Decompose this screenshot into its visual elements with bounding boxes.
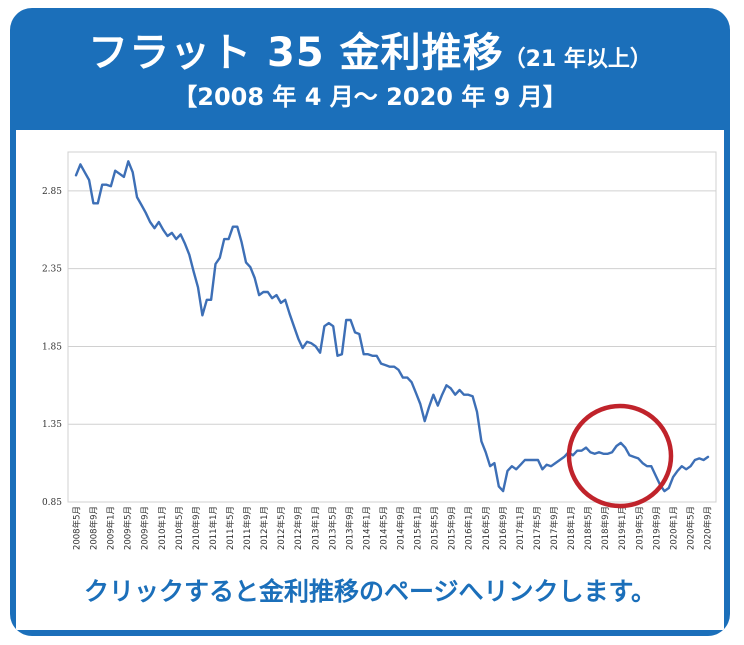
y-tick-label: 0.85 [42,498,62,508]
x-tick-label: 2012年9月 [293,506,304,550]
x-tick-label: 2008年9月 [89,506,100,550]
x-tick-label: 2010年5月 [174,506,185,550]
y-tick-label: 1.85 [42,342,62,352]
title-main: フラット 35 金利推移 [88,30,504,76]
x-tick-label: 2018年9月 [600,506,611,550]
x-tick-label: 2013年5月 [327,506,338,550]
chart-panel: 0.85 1.35 1.85 2.35 2.85 2008年5月 2008年9月 2009年1… [16,130,724,630]
x-tick-label: 2008年5月 [72,506,83,550]
banner-header: フラット 35 金利推移（21 年以上） 【2008 年 4 月～ 2020 年… [10,8,730,126]
highlight-circle [566,403,674,509]
x-tick-label: 2012年5月 [276,506,287,550]
x-tick-label: 2013年1月 [310,506,321,550]
y-tick-label: 1.35 [42,420,62,430]
x-tick-label: 2012年1月 [259,506,270,550]
y-tick-label: 2.35 [42,265,62,275]
x-tick-label: 2016年9月 [498,506,509,550]
x-tick-label: 2009年5月 [123,506,134,550]
x-tick-label: 2020年9月 [702,506,713,550]
x-tick-label: 2017年1月 [515,506,526,550]
x-tick-label: 2020年5月 [685,506,696,550]
banner-link[interactable]: フラット 35 金利推移（21 年以上） 【2008 年 4 月～ 2020 年… [10,8,730,636]
x-tick-label: 2014年9月 [396,506,407,550]
x-tick-label: 2019年1月 [617,506,628,550]
x-tick-label: 2015年9月 [447,506,458,550]
x-tick-label: 2010年9月 [191,506,202,550]
x-tick-label: 2009年1月 [106,506,117,550]
x-tick-label: 2015年1月 [413,506,424,550]
x-tick-label: 2014年1月 [361,506,372,550]
x-tick-label: 2014年5月 [378,506,389,550]
banner-period: 【2008 年 4 月～ 2020 年 9 月】 [173,83,567,111]
x-tick-label: 2010年1月 [157,506,168,550]
x-tick-label: 2011年1月 [208,506,219,550]
x-tick-label: 2016年5月 [481,506,492,550]
x-tick-label: 2016年1月 [464,506,475,550]
x-tick-label: 2017年9月 [549,506,560,550]
banner-title: フラット 35 金利推移（21 年以上） [10,30,730,83]
x-tick-label: 2011年9月 [242,506,253,550]
x-tick-label: 2017年5月 [532,506,543,550]
series-line [74,160,710,493]
x-tick-label: 2019年5月 [634,506,645,550]
x-tick-label: 2018年1月 [566,506,577,550]
x-tick-label: 2013年9月 [344,506,355,550]
title-sub: （21 年以上） [503,47,652,72]
rate-chart: 0.85 1.35 1.85 2.35 2.85 2008年5月 2008年9月 2009年1… [42,151,717,550]
x-tick-label: 2019年9月 [651,506,662,550]
x-tick-label: 2011年5月 [225,506,236,550]
y-tick-label: 2.85 [42,187,62,197]
x-tick-label: 2020年1月 [668,506,679,550]
plot-area-border [67,151,717,503]
x-tick-label: 2015年5月 [430,506,441,550]
x-tick-label: 2018年5月 [583,506,594,550]
x-tick-label: 2009年9月 [140,506,151,550]
cta-text[interactable]: クリックすると金利推移のページへリンクします。 [83,577,656,606]
